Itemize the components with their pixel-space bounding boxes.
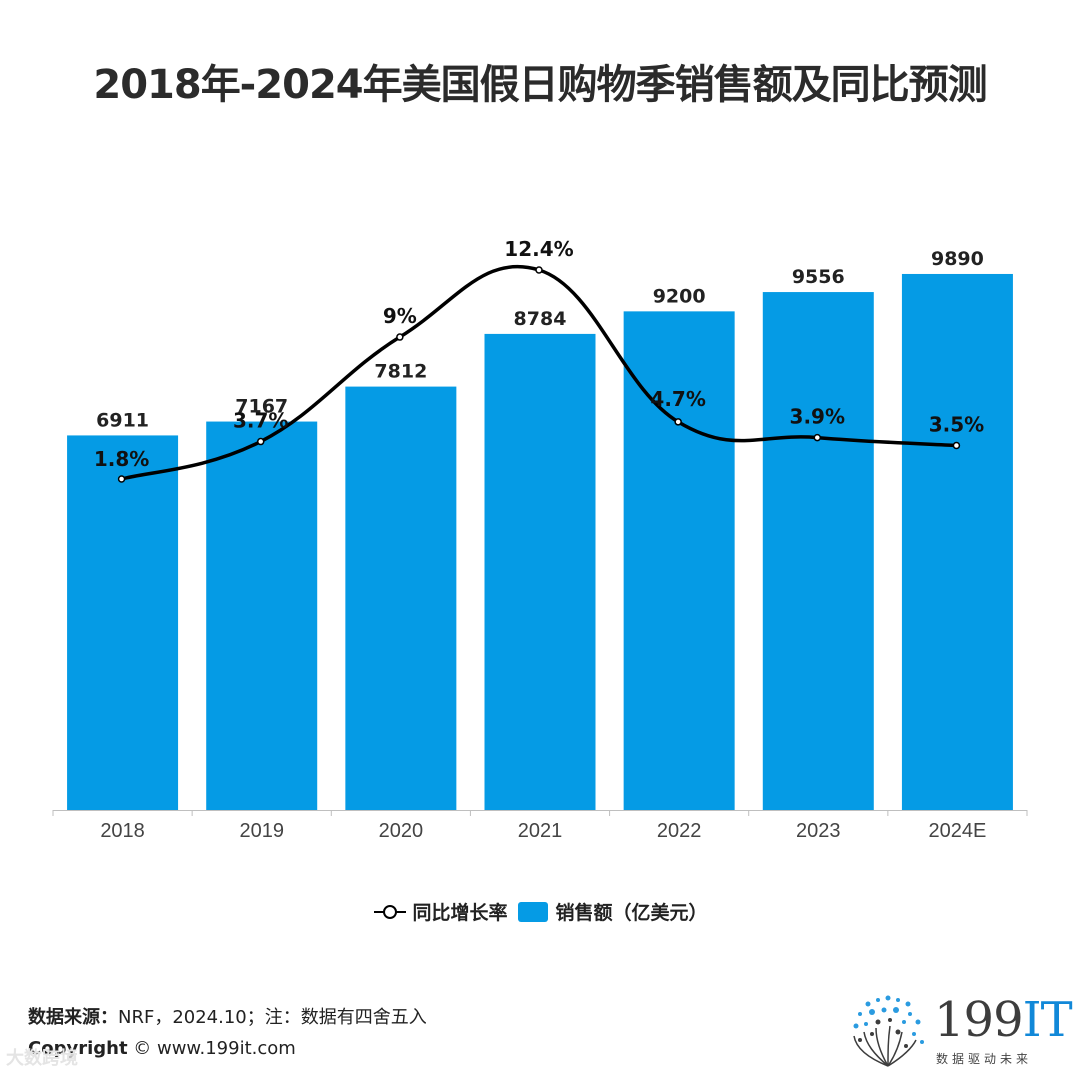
copyright-label: Copyright	[28, 1038, 128, 1059]
bar-value-label: 9890	[931, 248, 984, 270]
bar-value-label: 7812	[374, 361, 427, 383]
bar-value-label: 9556	[792, 266, 845, 288]
growth-point	[396, 333, 404, 341]
chart-title: 2018年-2024年美国假日购物季销售额及同比预测	[93, 62, 987, 108]
source-label: 数据来源：	[28, 1007, 118, 1028]
bar	[67, 435, 179, 810]
x-tick-label: 2021	[518, 820, 563, 842]
growth-point	[256, 437, 265, 446]
x-tick-label: 2022	[657, 820, 702, 842]
growth-point	[952, 441, 961, 450]
x-tick-label: 2020	[379, 820, 424, 842]
bar	[623, 311, 735, 810]
bar-value-label: 6911	[96, 409, 149, 431]
bar	[206, 421, 318, 810]
copyright-text: © www.199it.com	[127, 1038, 296, 1059]
x-tick-label: 2018	[100, 820, 145, 842]
growth-value-label: 1.8%	[94, 447, 149, 471]
logo-wordmark: 199IT	[934, 992, 1073, 1048]
bar-value-label: 7167	[235, 396, 288, 418]
logo-number: 199	[934, 992, 1024, 1048]
bar	[345, 386, 457, 810]
growth-value-label: 12.4%	[504, 237, 573, 261]
growth-point	[535, 266, 543, 274]
bar	[762, 292, 874, 810]
legend: 同比增长率 销售额（亿美元）	[0, 898, 1080, 925]
growth-value-label: 3.7%	[233, 409, 288, 433]
growth-point	[117, 475, 126, 483]
x-tick-label: 2023	[796, 820, 841, 842]
chart: 6911 7167 7812 8784 9200 9556 9890 2018 2019 2020…	[52, 237, 1028, 842]
bar-value-label: 8784	[514, 308, 567, 330]
x-tick-label: 2019	[239, 820, 284, 842]
bar-value-label: 9200	[653, 285, 706, 307]
legend-item-growth: 同比增长率	[372, 898, 508, 925]
source-text: NRF，2024.10；注：数据有四舍五入	[118, 1007, 427, 1028]
bar	[484, 333, 596, 810]
growth-value-label: 9%	[383, 304, 417, 328]
brand-logo: 199IT 数据驱动未来	[848, 992, 1073, 1068]
growth-value-label: 3.5%	[929, 412, 984, 436]
copyright: Copyright © www.199it.com	[28, 1038, 296, 1059]
logo-dots-icon	[853, 995, 924, 1067]
bar-swatch-icon	[517, 901, 548, 922]
logo-it: IT	[1022, 992, 1073, 1048]
growth-point	[813, 433, 822, 442]
bar	[901, 273, 1013, 810]
data-source: 数据来源：NRF，2024.10；注：数据有四舍五入	[28, 1003, 427, 1029]
growth-point	[674, 418, 682, 426]
x-tick-label: 2024E	[929, 820, 987, 842]
watermark: 大数跨境	[6, 1048, 78, 1069]
legend-growth-label: 同比增长率	[412, 902, 508, 924]
legend-item-sales: 销售额（亿美元）	[517, 898, 708, 925]
line-marker-icon	[374, 904, 407, 919]
growth-value-label: 4.7%	[650, 387, 705, 411]
logo-slogan: 数据驱动未来	[936, 1052, 1033, 1066]
legend-sales-label: 销售额（亿美元）	[555, 902, 708, 924]
growth-value-label: 3.9%	[790, 405, 845, 429]
